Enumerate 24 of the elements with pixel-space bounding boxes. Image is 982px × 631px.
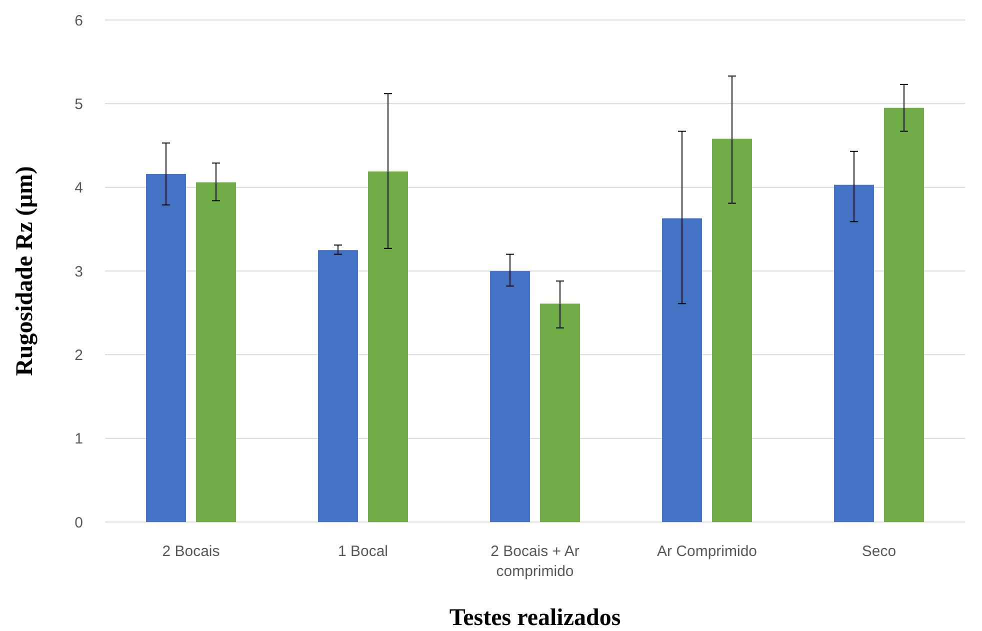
x-tick-label: 2 Bocais: [162, 543, 220, 560]
x-tick-label: 1 Bocal: [338, 543, 388, 560]
y-tick-label: 6: [74, 12, 83, 30]
bar: [884, 108, 924, 522]
bar: [196, 182, 236, 522]
y-tick-label: 2: [74, 346, 83, 364]
bar: [490, 271, 530, 522]
y-tick-label: 0: [74, 514, 83, 532]
y-tick-label: 5: [74, 96, 83, 113]
x-axis-title: Testes realizados: [449, 605, 621, 631]
bar: [368, 171, 408, 522]
bar: [540, 304, 580, 522]
x-tick-label: Seco: [862, 543, 896, 560]
bar: [834, 184, 874, 522]
bar: [318, 250, 358, 522]
y-axis-title: Rugosidade Rz (µm): [12, 166, 38, 376]
x-tick-label: 2 Bocais + Ar comprimido: [490, 543, 580, 580]
bar: [712, 138, 752, 522]
y-tick-label: 4: [74, 180, 83, 197]
bar: [662, 218, 702, 522]
y-tick-label: 3: [74, 263, 83, 280]
bar: [146, 174, 186, 522]
x-tick-label: Ar Comprimido: [656, 543, 758, 560]
y-tick-label: 1: [74, 430, 83, 448]
